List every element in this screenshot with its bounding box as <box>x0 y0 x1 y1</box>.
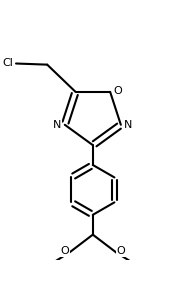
Text: N: N <box>53 120 61 130</box>
Text: N: N <box>124 120 133 130</box>
Text: O: O <box>114 86 122 96</box>
Text: O: O <box>60 246 69 256</box>
Text: O: O <box>117 246 125 256</box>
Text: Cl: Cl <box>2 58 13 68</box>
